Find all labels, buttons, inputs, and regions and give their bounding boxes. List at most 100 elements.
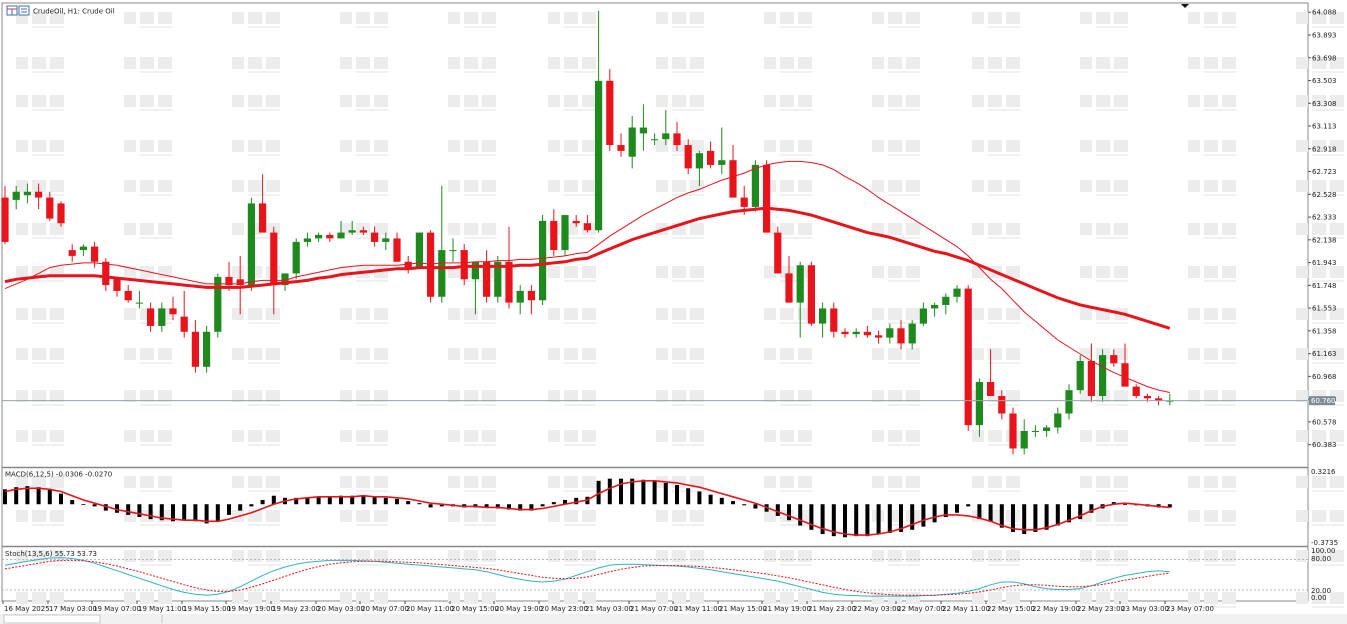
macd-bar bbox=[103, 504, 108, 511]
watermark-logo-icon bbox=[16, 57, 64, 73]
watermark-logo-icon bbox=[1188, 390, 1236, 406]
watermark-logo-icon bbox=[340, 308, 388, 324]
watermark-logo-icon bbox=[16, 95, 64, 111]
watermark-logo-icon bbox=[872, 12, 920, 28]
candle bbox=[359, 226, 367, 235]
watermark-logo-icon bbox=[1188, 510, 1236, 526]
watermark-logo-icon bbox=[548, 430, 596, 446]
watermark-logo-icon bbox=[124, 140, 172, 156]
candle bbox=[897, 320, 905, 350]
candle bbox=[449, 238, 457, 262]
time-tick-label: 21 May 23:00 bbox=[808, 605, 856, 613]
current-price-badge: 60.760 bbox=[1309, 396, 1336, 406]
watermark-logo-icon bbox=[16, 430, 64, 446]
watermark-logo-icon bbox=[16, 390, 64, 406]
watermark-logo-icon bbox=[1296, 430, 1344, 446]
watermark-logo-icon bbox=[1188, 430, 1236, 446]
watermark-logo-icon bbox=[124, 430, 172, 446]
watermark-logo-icon bbox=[448, 180, 496, 196]
candle bbox=[180, 290, 188, 338]
macd-bar bbox=[775, 504, 780, 516]
macd-bar bbox=[731, 501, 735, 505]
macd-bar bbox=[641, 479, 646, 505]
watermark-logo-icon bbox=[232, 95, 280, 111]
macd-bar bbox=[92, 504, 97, 507]
candle bbox=[404, 255, 412, 274]
macd-bar bbox=[1089, 504, 1094, 513]
chart-header: CrudeOil, H1: Crude Oil bbox=[6, 5, 115, 16]
candle bbox=[1031, 425, 1039, 437]
indicator-list-icon[interactable] bbox=[18, 5, 30, 16]
watermark-logo-icon bbox=[124, 390, 172, 406]
macd-bar bbox=[719, 497, 724, 505]
macd-bar bbox=[563, 499, 567, 505]
watermark-logo-icon bbox=[448, 223, 496, 239]
candle bbox=[998, 390, 1006, 420]
time-tick-label: 16 May 2025 bbox=[4, 605, 50, 613]
watermark-logo-icon bbox=[1188, 180, 1236, 196]
candle bbox=[1076, 355, 1084, 394]
price-pane: 64.088 63.893 63.698 63.503 63.308 63.113 62.9… bbox=[1, 4, 1337, 455]
stoch-tick-20: 20.00 bbox=[1311, 587, 1331, 595]
watermark-logo-icon bbox=[872, 476, 920, 492]
macd-bar bbox=[1167, 504, 1172, 508]
watermark-logo-icon bbox=[1188, 223, 1236, 239]
candle bbox=[639, 104, 647, 151]
macd-bar bbox=[630, 478, 635, 505]
macd-bar bbox=[1022, 504, 1027, 535]
candle bbox=[695, 150, 703, 186]
watermark-logo-icon bbox=[1080, 510, 1128, 526]
macd-bar bbox=[361, 495, 366, 505]
shift-arrow-icon[interactable] bbox=[1181, 4, 1189, 8]
price-tick-label: 62.333 bbox=[1312, 214, 1337, 222]
candle bbox=[908, 320, 916, 350]
watermark-logo-icon bbox=[1188, 348, 1236, 364]
time-tick-label: 20 May 15:00 bbox=[451, 605, 499, 613]
macd-bar bbox=[137, 504, 142, 518]
watermark-logo-icon bbox=[232, 57, 280, 73]
candle bbox=[1020, 419, 1028, 455]
candle bbox=[315, 232, 323, 242]
macd-bar bbox=[742, 504, 747, 506]
watermark-logo-icon bbox=[656, 57, 704, 73]
watermark-logo-icon bbox=[1188, 140, 1236, 156]
candle bbox=[124, 285, 132, 303]
chart-tab[interactable] bbox=[3, 614, 101, 624]
macd-bar bbox=[249, 504, 254, 507]
watermark-logo-icon bbox=[232, 180, 280, 196]
watermark-logo-icon bbox=[1080, 476, 1128, 492]
macd-bar bbox=[876, 504, 881, 535]
macd-bar bbox=[171, 504, 175, 522]
candle bbox=[718, 127, 726, 175]
candle bbox=[684, 139, 692, 175]
watermark-logo-icon bbox=[1188, 266, 1236, 282]
price-tick-label: 62.918 bbox=[1312, 145, 1337, 153]
time-tick-label: 20 May 03:00 bbox=[317, 605, 365, 613]
macd-tick-bottom: -0.3735 bbox=[1311, 539, 1338, 547]
macd-bar bbox=[227, 504, 231, 515]
candle bbox=[919, 302, 927, 326]
macd-bar bbox=[966, 504, 971, 507]
watermark-logo-icon bbox=[1188, 308, 1236, 324]
time-tick-label: 19 May 15:00 bbox=[183, 605, 231, 613]
macd-bar bbox=[428, 504, 433, 508]
watermark-logo-icon bbox=[656, 510, 704, 526]
watermark-logo-icon bbox=[656, 266, 704, 282]
watermark-logo-icon bbox=[764, 390, 812, 406]
macd-bar bbox=[831, 504, 836, 537]
watermark-logo-icon bbox=[448, 592, 496, 608]
watermark-logo-icon bbox=[16, 180, 64, 196]
watermark-logo-icon bbox=[124, 592, 172, 608]
candle bbox=[135, 290, 143, 309]
watermark-logo-icon bbox=[1296, 95, 1344, 111]
price-tick-label: 61.163 bbox=[1312, 350, 1337, 358]
macd-bar bbox=[1111, 502, 1116, 505]
watermark-logo-icon bbox=[124, 348, 172, 364]
candle bbox=[348, 220, 356, 235]
watermark-logo-icon bbox=[1080, 180, 1128, 196]
watermark-logo-icon bbox=[548, 308, 596, 324]
watermark-logo-icon bbox=[656, 550, 704, 566]
candle bbox=[12, 185, 20, 210]
watermark-logo-icon bbox=[1188, 12, 1236, 28]
